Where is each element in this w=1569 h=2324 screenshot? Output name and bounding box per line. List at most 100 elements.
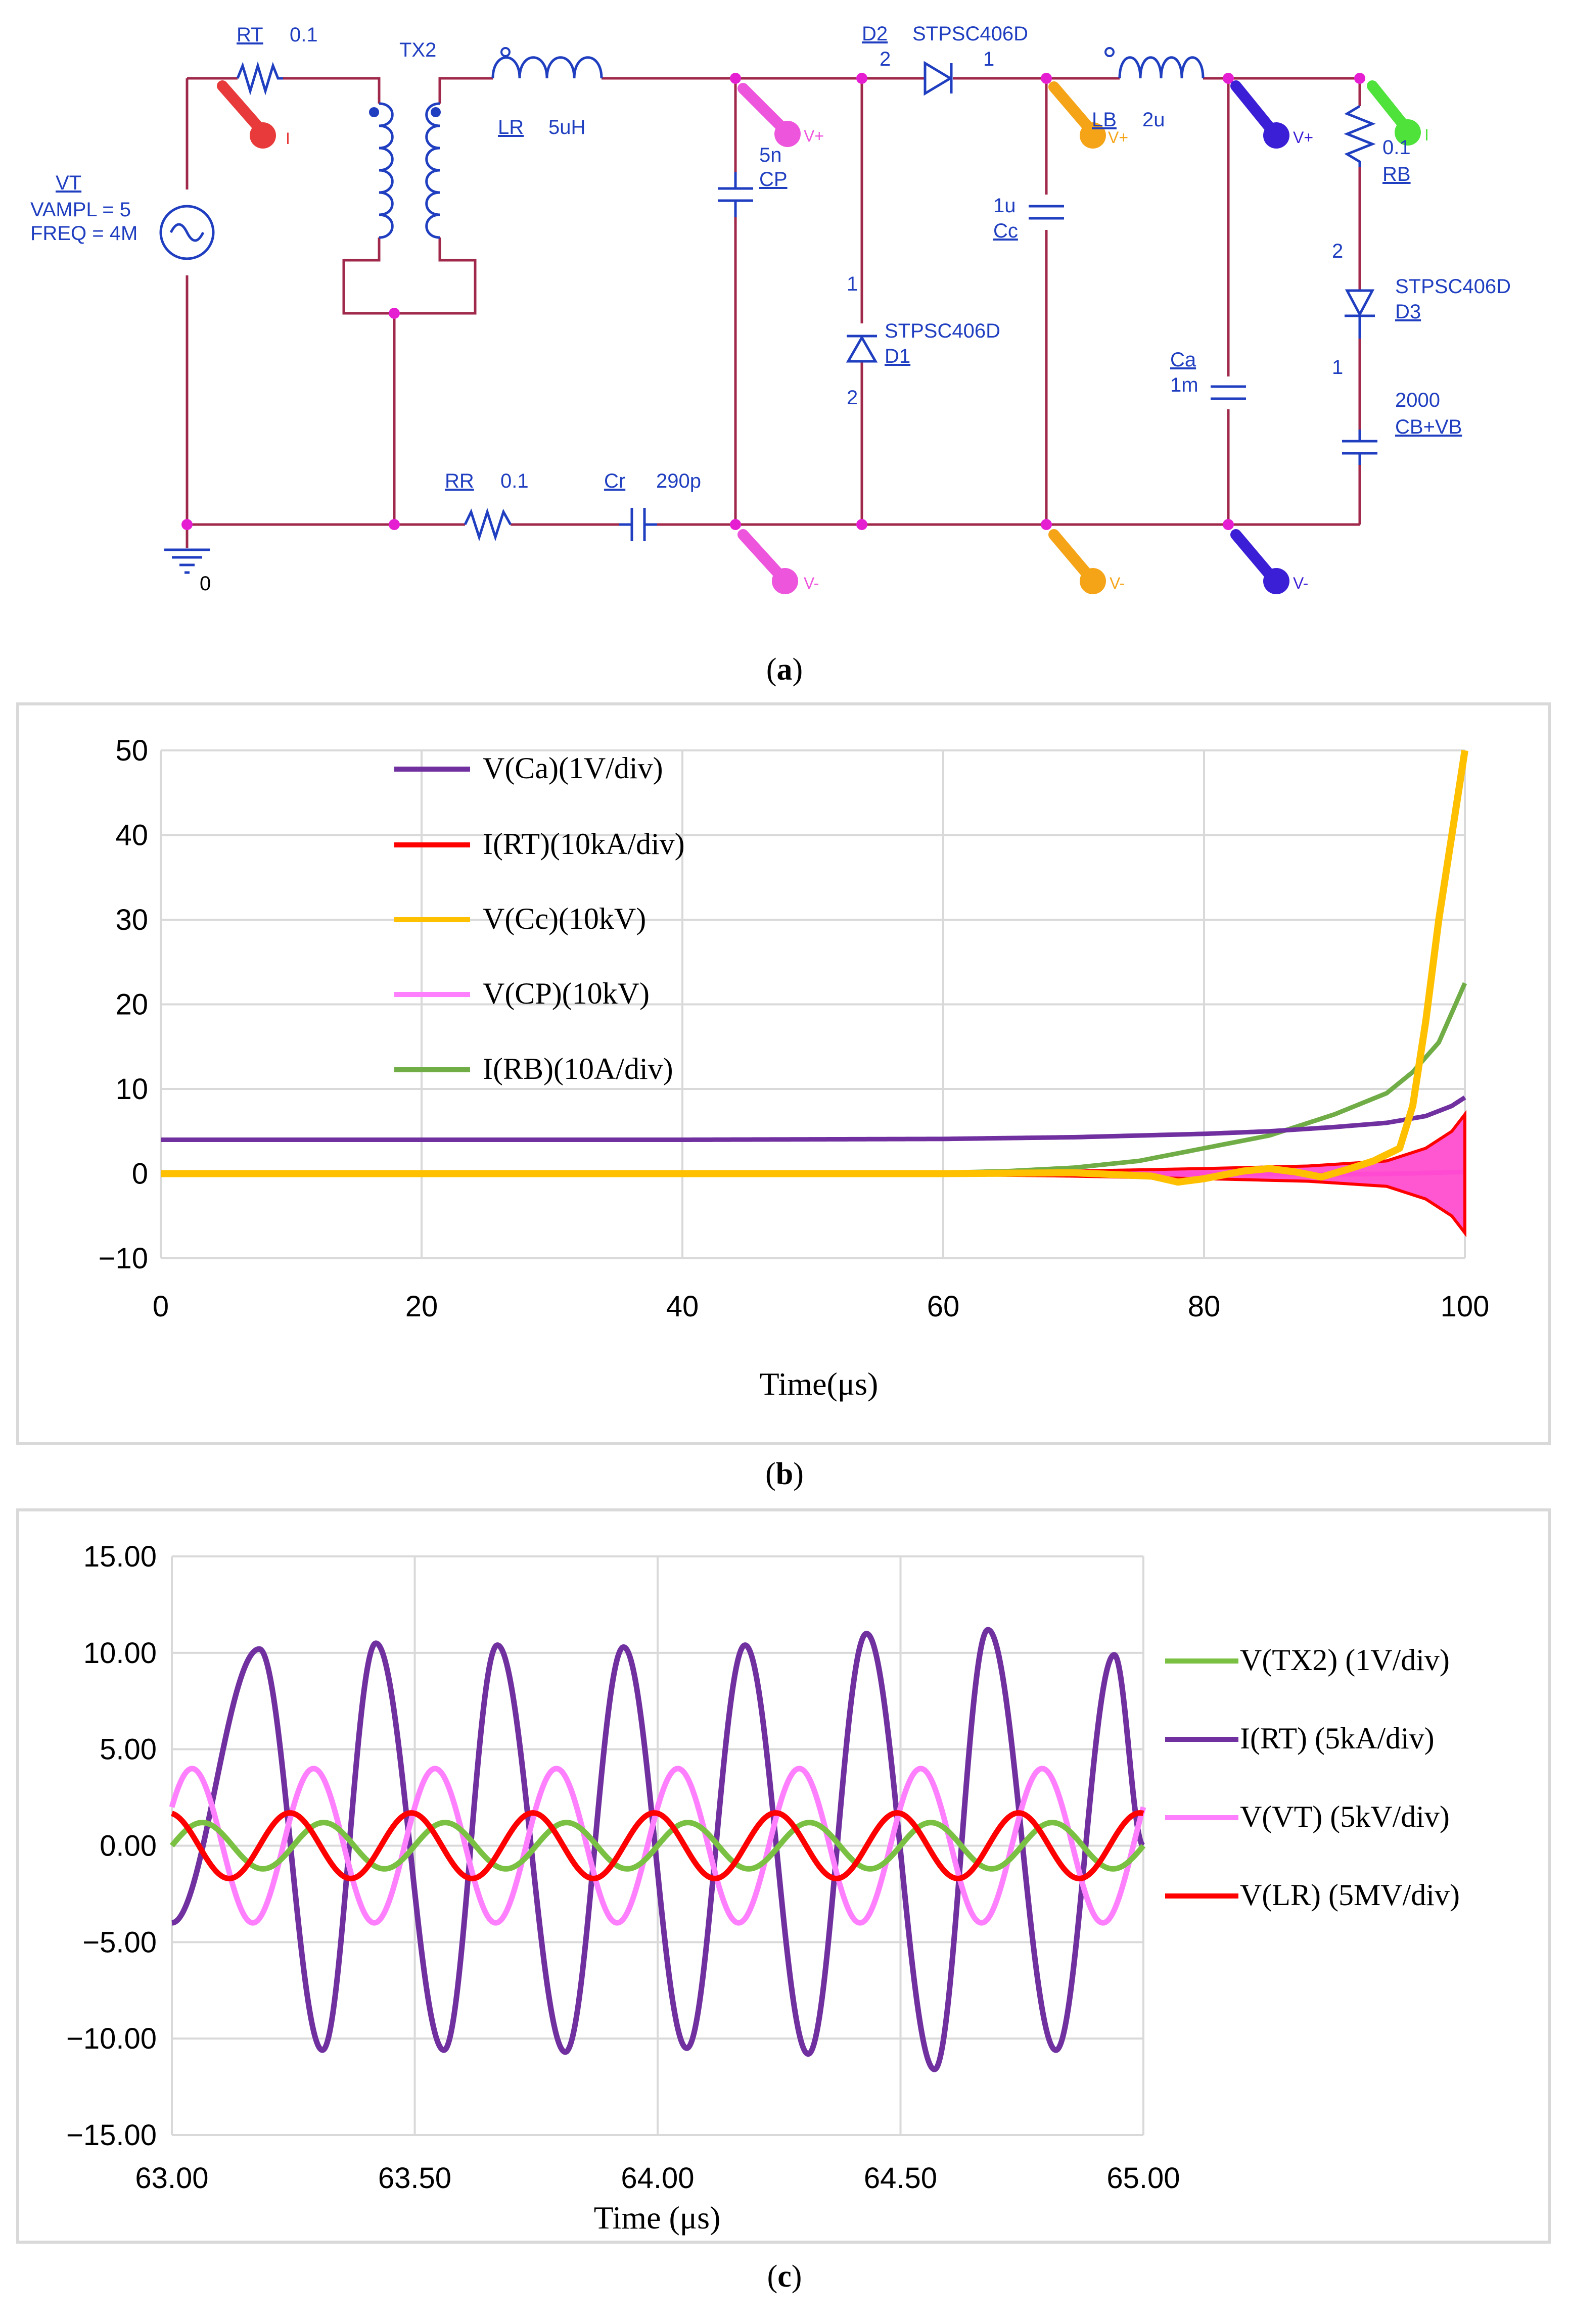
d3-part: STPSC406D <box>1395 275 1511 298</box>
probe-cc-vplus-icon <box>1048 81 1106 149</box>
lb-name: LB <box>1092 109 1117 131</box>
chart-c-frame <box>16 1508 1551 2244</box>
lr-value: 5uH <box>548 116 585 138</box>
polarity-dots <box>369 107 441 117</box>
lr-inductor-icon <box>491 56 603 79</box>
d2-pin-2: 2 <box>880 48 891 70</box>
components <box>159 56 1377 574</box>
probe-cp-vminus-icon <box>737 529 798 594</box>
chart-b-xtick: 100 <box>1441 1290 1490 1323</box>
chart-c-series <box>169 1627 1146 2072</box>
chart-b-ytick: 40 <box>115 819 148 852</box>
cp-name: CP <box>759 168 788 191</box>
cc-value: 1u <box>993 195 1016 217</box>
probe-rt-label: I <box>286 129 290 148</box>
d2-pin-1: 1 <box>983 48 994 70</box>
chart-c-ytick: 0.00 <box>100 1830 157 1863</box>
probe-rt-current-icon <box>217 80 276 149</box>
chart-c-series-line <box>170 1810 1145 1881</box>
chart-c-xtick: 63.50 <box>378 2162 451 2195</box>
chart-c-tick-labels: 63.00 63.50 64.00 64.50 65.00 15.00 10.00 5.00 0… <box>66 1540 1180 2195</box>
chart-b-ytick: −10 <box>99 1242 148 1275</box>
rb-value: 0.1 <box>1382 136 1411 159</box>
d1-diode-icon <box>846 335 878 363</box>
d1-name: D1 <box>885 345 910 367</box>
rr-resistor-icon <box>464 507 512 542</box>
chart-c-ytick: −5.00 <box>82 1926 157 1959</box>
ca-name: Ca <box>1170 349 1196 371</box>
probe-ca-vminus-icon <box>1230 529 1289 594</box>
cr-value: 290p <box>656 470 701 492</box>
chart-b-xtick: 80 <box>1188 1290 1221 1323</box>
lb-value: 2u <box>1142 109 1165 131</box>
d2-part: STPSC406D <box>912 23 1028 45</box>
chart-c-legend: V(TX2) (1V/div) I(RT) (5kA/div) V(VT) (5kV… <box>1165 1643 1460 1912</box>
chart-c-xtick: 63.00 <box>135 2162 208 2195</box>
probe-cp-plus-label: V+ <box>804 127 824 145</box>
chart-b-series <box>160 749 1468 1238</box>
cc-name: Cc <box>993 220 1018 242</box>
chart-c-legend-label: V(VT) (5kV/div) <box>1240 1800 1450 1833</box>
wires <box>186 77 1361 526</box>
tx2-secondary-coil-icon <box>425 102 440 239</box>
probe-ca-plus-label: V+ <box>1293 128 1313 147</box>
caption-a: (a) <box>766 652 803 687</box>
chart-b-ytick: 20 <box>115 988 148 1021</box>
chart-c-xtick: 64.00 <box>621 2162 694 2195</box>
probe-cp-minus-label: V- <box>804 574 819 592</box>
lr-name: LR <box>498 116 524 138</box>
probe-cc-vminus-icon <box>1048 529 1106 594</box>
chart-c-xtick: 64.50 <box>864 2162 937 2195</box>
chart-b-xtick: 0 <box>153 1290 169 1323</box>
probe-rb-label: I <box>1424 126 1429 144</box>
d3-pin-1: 1 <box>1332 356 1343 378</box>
d2-name: D2 <box>862 23 888 45</box>
probe-cc-plus-label: V+ <box>1108 128 1128 147</box>
rt-value: 0.1 <box>290 24 318 46</box>
chart-c-xtick: 65.00 <box>1106 2162 1180 2195</box>
vt-name: VT <box>56 172 81 194</box>
chart-b-xtick: 20 <box>405 1290 438 1323</box>
cb-value: 2000 <box>1395 389 1440 411</box>
circuit-schematic: VT VAMPL = 5 FREQ = 4M RT 0.1 TX2 LR 5uH… <box>30 23 1511 595</box>
caption-b: (b) <box>765 1457 804 1491</box>
chart-c-ytick: −10.00 <box>66 2022 157 2055</box>
chart-b-legend-label: V(CP)(10kV) <box>483 977 650 1010</box>
chart-b-ytick: 50 <box>115 734 148 767</box>
rt-name: RT <box>237 24 263 46</box>
chart-b-series-line <box>160 749 1468 1186</box>
chart-c-ytick: 10.00 <box>83 1637 157 1670</box>
rr-name: RR <box>445 470 474 492</box>
lb-inductor-icon <box>1118 56 1205 79</box>
cb-name: CB+VB <box>1395 416 1462 438</box>
vt-sine-icon <box>169 223 205 242</box>
d1-pin-2: 2 <box>847 387 858 409</box>
d3-pin-2: 2 <box>1332 240 1343 262</box>
caption-c: (c) <box>767 2259 802 2294</box>
chart-c-ytick: −15.00 <box>66 2119 157 2152</box>
chart-b-frame <box>16 702 1551 1445</box>
chart-c-legend-label: V(TX2) (1V/div) <box>1240 1643 1450 1677</box>
vt-freq: FREQ = 4M <box>30 222 137 245</box>
chart-c-xlabel: Time (μs) <box>594 2200 721 2236</box>
ca-value: 1m <box>1170 374 1198 396</box>
d1-pin-1: 1 <box>847 273 858 295</box>
chart-b-legend: V(Ca)(1V/div) I(RT)(10kA/div) V(Cc)(10kV) V… <box>394 751 685 1085</box>
d3-name: D3 <box>1395 301 1421 323</box>
chart-c-ytick: 5.00 <box>100 1733 157 1766</box>
chart-b-legend-label: I(RT)(10kA/div) <box>483 827 685 861</box>
d1-part: STPSC406D <box>885 320 1000 342</box>
chart-c-series-line <box>169 1766 1146 1926</box>
chart-b-ytick: 0 <box>132 1158 148 1191</box>
tx2-name: TX2 <box>399 39 436 61</box>
ground-label: 0 <box>200 573 211 595</box>
cr-name: Cr <box>604 470 625 492</box>
chart-b-xlabel: Time(μs) <box>760 1366 879 1402</box>
rr-value: 0.1 <box>500 470 529 492</box>
probe-ca-minus-label: V- <box>1293 574 1308 592</box>
chart-c-series-line <box>169 1820 1146 1872</box>
chart-c-ytick: 15.00 <box>83 1540 157 1573</box>
